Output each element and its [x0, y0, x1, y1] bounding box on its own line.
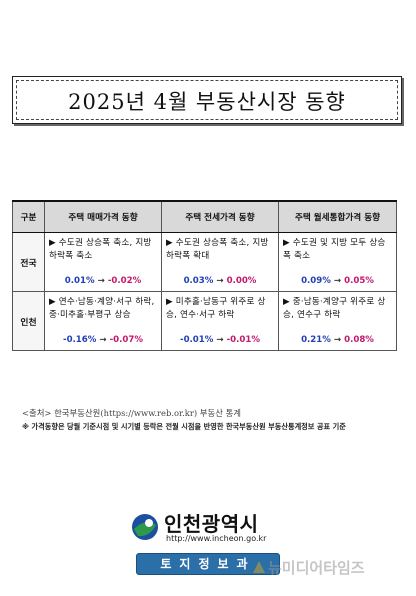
- cell-description: ▶ 미추홀·남동구 위주로 상승, 연수·서구 하락: [166, 297, 266, 320]
- table-cell: ▶ 중·남동·계양구 위주로 상승, 연수구 하락 0.21% → 0.08%: [278, 291, 397, 351]
- cell-description: ▶ 연수·남동·계양·서구 하락, 중·미추홀·부평구 상승: [49, 297, 155, 320]
- cell-description: ▶ 수도권 상승폭 축소, 지방 하락폭 축소: [49, 238, 152, 261]
- arrow-icon: →: [97, 276, 105, 286]
- header-sale-price: 주택 매매가격 동향: [44, 200, 162, 233]
- arrow-icon: →: [216, 276, 224, 286]
- header-jeonse-price: 주택 전세가격 동향: [161, 200, 279, 233]
- arrow-icon: →: [333, 276, 342, 286]
- cell-description: ▶ 수도권 상승폭 축소, 지방 하락폭 확대: [166, 238, 269, 261]
- watermark-logo-icon: [253, 561, 265, 573]
- table-cell: ▶ 연수·남동·계양·서구 하락, 중·미추홀·부평구 상승 -0.16% → …: [44, 291, 162, 351]
- table-cell: ▶ 미추홀·남동구 위주로 상승, 연수·서구 하락 -0.01% → -0.0…: [161, 291, 279, 351]
- table-cell: ▶ 수도권 상승폭 축소, 지방 하락폭 확대 0.03% → 0.00%: [161, 232, 279, 292]
- department-bar: 토지정보과: [136, 553, 280, 575]
- table-cell: ▶ 수도권 및 지방 모두 상승폭 축소 0.09% → 0.05%: [278, 232, 397, 292]
- region-label: 인천: [12, 291, 45, 351]
- arrow-icon: →: [216, 335, 224, 345]
- rate-change: 0.01% → -0.02%: [45, 276, 161, 286]
- title-frame: [16, 80, 398, 120]
- rate-previous: -0.01%: [180, 335, 214, 345]
- rate-previous: 0.01%: [64, 276, 95, 286]
- cell-description: ▶ 중·남동·계양구 위주로 상승, 연수구 하락: [283, 297, 386, 320]
- rate-change: 0.03% → 0.00%: [162, 276, 278, 286]
- watermark-text: 뉴미디어타임즈: [268, 559, 365, 577]
- table-row: 전국 ▶ 수도권 상승폭 축소, 지방 하락폭 축소 0.01% → -0.02…: [12, 232, 397, 292]
- title-box: 2025년 4월 부동산시장 동향: [12, 76, 402, 124]
- footnote: ※ 가격동향은 당월 기준시점 및 시기별 등락은 전월 시점을 반영한 한국부…: [22, 422, 346, 431]
- table-cell: ▶ 수도권 상승폭 축소, 지방 하락폭 축소 0.01% → -0.02%: [44, 232, 162, 292]
- source-citation: <출처> 한국부동산원(https://www.reb.or.kr) 부동산 통…: [22, 408, 241, 418]
- rate-previous: 0.03%: [183, 276, 214, 286]
- rate-current: 0.00%: [226, 276, 257, 286]
- rate-current: -0.02%: [107, 276, 142, 286]
- incheon-logo: 인천광역시 http://www.incheon.go.kr: [130, 508, 290, 548]
- arrow-icon: →: [333, 335, 342, 345]
- rate-previous: 0.21%: [301, 335, 331, 345]
- rate-current: -0.01%: [226, 335, 260, 345]
- logo-url: http://www.incheon.go.kr: [166, 534, 267, 543]
- rate-current: 0.08%: [344, 335, 374, 345]
- rate-change: 0.09% → 0.05%: [279, 276, 396, 286]
- cell-description: ▶ 수도권 및 지방 모두 상승폭 축소: [283, 238, 386, 261]
- watermark: 뉴미디어타임즈: [252, 557, 365, 578]
- rate-change: 0.21% → 0.08%: [279, 335, 396, 345]
- header-monthly-rent: 주택 월세통합가격 동향: [278, 200, 397, 233]
- rate-previous: 0.09%: [301, 276, 331, 286]
- arrow-icon: →: [99, 335, 107, 345]
- rate-current: -0.07%: [109, 335, 143, 345]
- rate-previous: -0.16%: [63, 335, 97, 345]
- logo-title: 인천광역시: [164, 512, 259, 536]
- table-row: 인천 ▶ 연수·남동·계양·서구 하락, 중·미추홀·부평구 상승 -0.16%…: [12, 291, 397, 351]
- region-label: 전국: [12, 232, 45, 292]
- page-title: 2025년 4월 부동산시장 동향: [68, 90, 346, 114]
- rate-current: 0.05%: [344, 276, 374, 286]
- table-header-row: 구분 주택 매매가격 동향 주택 전세가격 동향 주택 월세통합가격 동향: [12, 200, 397, 233]
- header-category: 구분: [12, 200, 45, 233]
- incheon-emblem-icon: [132, 514, 158, 540]
- rate-change: -0.01% → -0.01%: [162, 335, 278, 345]
- rate-change: -0.16% → -0.07%: [45, 335, 161, 345]
- market-trend-table: 구분 주택 매매가격 동향 주택 전세가격 동향 주택 월세통합가격 동향 전국…: [12, 200, 397, 351]
